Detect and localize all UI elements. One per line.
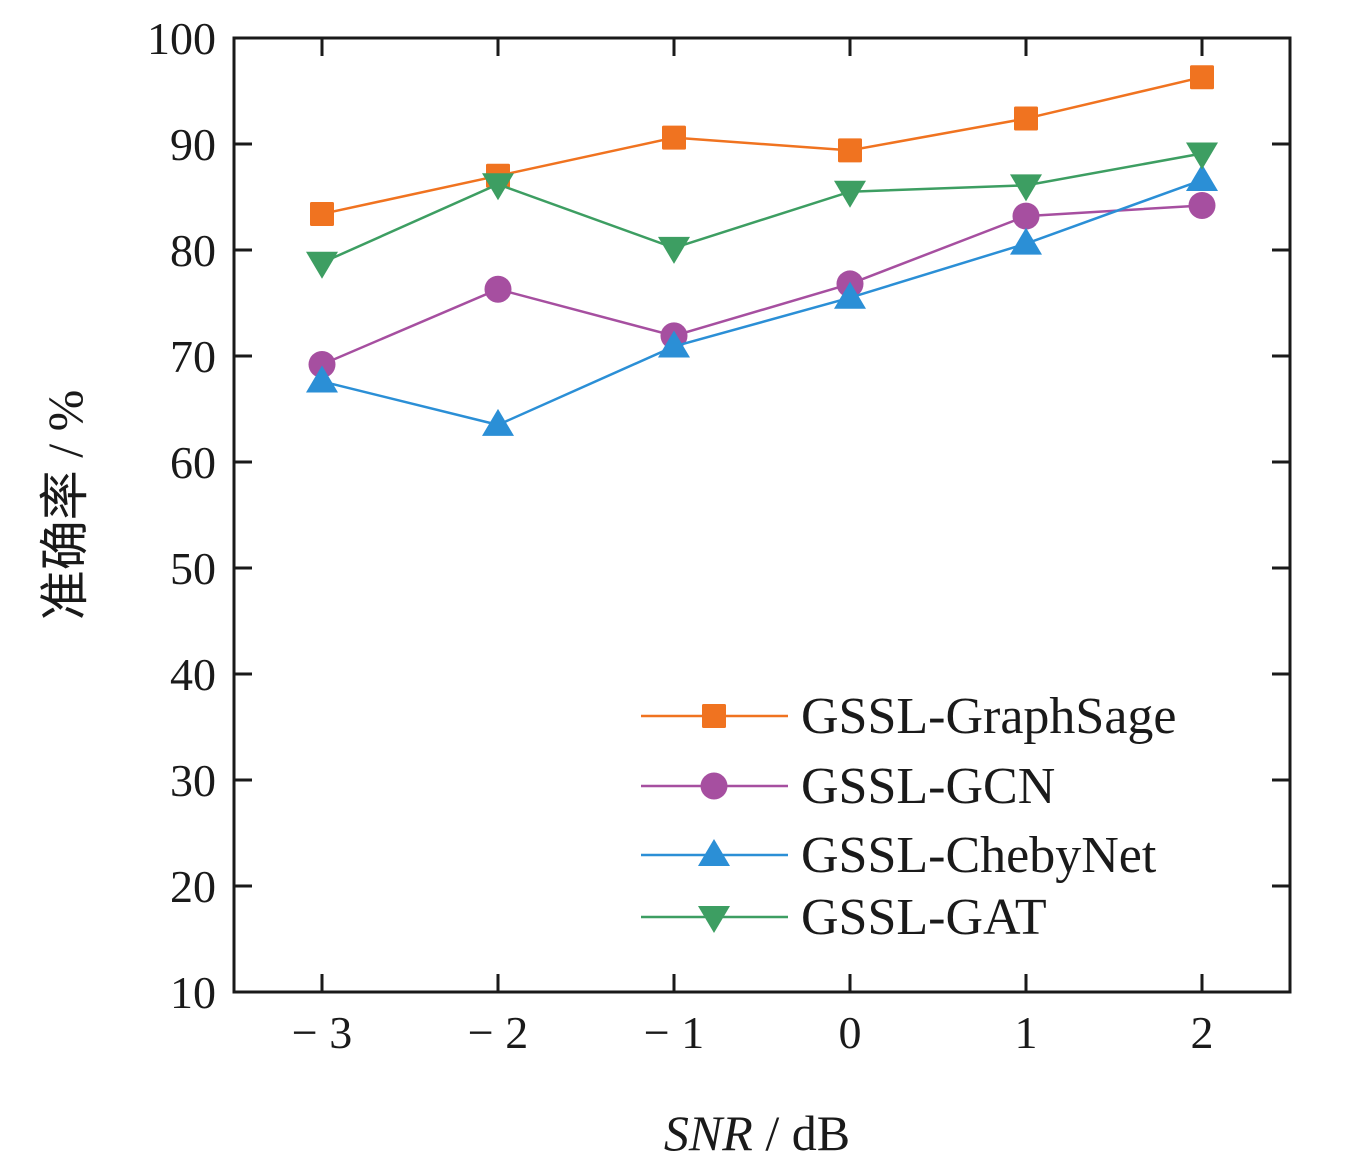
data-point-gssl-gat	[658, 236, 690, 264]
series-line-gssl-gat	[321, 152, 1203, 264]
legend-item-gssl-chebynet: GSSL-ChebyNet	[641, 827, 1157, 884]
legend-marker	[698, 839, 730, 866]
y-tick-label: 70	[170, 331, 216, 382]
data-point-gssl-gat	[1010, 174, 1042, 202]
data-point-gssl-chebynet	[1010, 227, 1042, 255]
series-line-gssl-chebynet	[321, 178, 1203, 427]
y-axis-ticks: 10 20 30 40 50 60 70 80 90 100	[147, 13, 1290, 1018]
legend-label: GSSL-GCN	[801, 758, 1055, 815]
data-point-gssl-chebynet	[306, 365, 338, 393]
plot-area	[232, 36, 1292, 994]
y-axis-title: 准确率 / %	[37, 390, 93, 621]
data-point-gssl-gat	[306, 251, 338, 279]
series-gssl-gat	[306, 142, 1218, 279]
data-point-gssl-gat	[834, 180, 866, 208]
data-point-gssl-chebynet	[658, 330, 690, 358]
y-tick-label: 50	[170, 543, 216, 594]
y-tick-label: 80	[170, 225, 216, 276]
y-tick-label: 10	[170, 967, 216, 1018]
x-tick-label: − 2	[468, 1007, 528, 1058]
data-point-gssl-graphsage	[1190, 65, 1214, 90]
plot-frame	[232, 36, 1292, 994]
data-point-gssl-graphsage	[662, 125, 686, 150]
y-tick-label: 20	[170, 861, 216, 912]
y-tick-label: 90	[170, 119, 216, 170]
data-point-gssl-gat	[482, 173, 514, 201]
x-tick-label: − 3	[292, 1007, 352, 1058]
data-point-gssl-graphsage	[310, 201, 334, 226]
data-point-gssl-gat	[1186, 142, 1218, 170]
legend-marker	[698, 906, 730, 933]
x-axis-title-variable: SNR	[664, 1105, 753, 1161]
data-point-gssl-graphsage	[1014, 106, 1038, 131]
legend-item-gssl-graphsage: GSSL-GraphSage	[641, 688, 1177, 745]
data-point-gssl-chebynet	[834, 281, 866, 309]
legend: GSSL-GraphSage GSSL-GCN GSSL-ChebyNetGSSL-…	[641, 688, 1177, 946]
data-point-gssl-gcn	[484, 275, 512, 303]
data-point-gssl-chebynet	[1186, 164, 1218, 192]
series-gssl-graphsage	[310, 65, 1214, 226]
x-tick-label: 0	[839, 1007, 862, 1058]
x-axis-title-unit: / dB	[753, 1105, 850, 1161]
series-line-gssl-gcn	[321, 204, 1203, 366]
y-tick-label: 60	[170, 437, 216, 488]
data-point-gssl-gcn	[1188, 191, 1216, 219]
series-gssl-gcn	[308, 191, 1216, 378]
series-layer	[306, 65, 1218, 436]
data-point-gssl-gcn	[1012, 202, 1040, 230]
series-line-gssl-graphsage	[321, 76, 1203, 216]
legend-label: GSSL-ChebyNet	[801, 827, 1157, 884]
legend-item-gssl-gcn: GSSL-GCN	[641, 758, 1055, 815]
legend-marker	[702, 704, 726, 728]
y-tick-label: 40	[170, 649, 216, 700]
series-gssl-chebynet	[306, 164, 1218, 436]
y-tick-label: 30	[170, 755, 216, 806]
y-tick-label: 100	[147, 13, 216, 64]
data-point-gssl-graphsage	[838, 138, 862, 163]
legend-item-gssl-gat: GSSL-GAT	[641, 889, 1047, 946]
legend-label: GSSL-GraphSage	[801, 688, 1177, 745]
x-tick-label: − 1	[644, 1007, 704, 1058]
x-tick-label: 2	[1191, 1007, 1214, 1058]
legend-marker	[700, 772, 728, 800]
data-point-gssl-chebynet	[482, 408, 514, 436]
legend-label: GSSL-GAT	[801, 889, 1047, 946]
x-tick-label: 1	[1015, 1007, 1038, 1058]
data-point-gssl-gcn	[308, 350, 336, 378]
x-axis-ticks: − 3 − 2 − 1 0 1 2	[292, 38, 1214, 1058]
x-axis-title: SNR / dB	[664, 1105, 850, 1161]
